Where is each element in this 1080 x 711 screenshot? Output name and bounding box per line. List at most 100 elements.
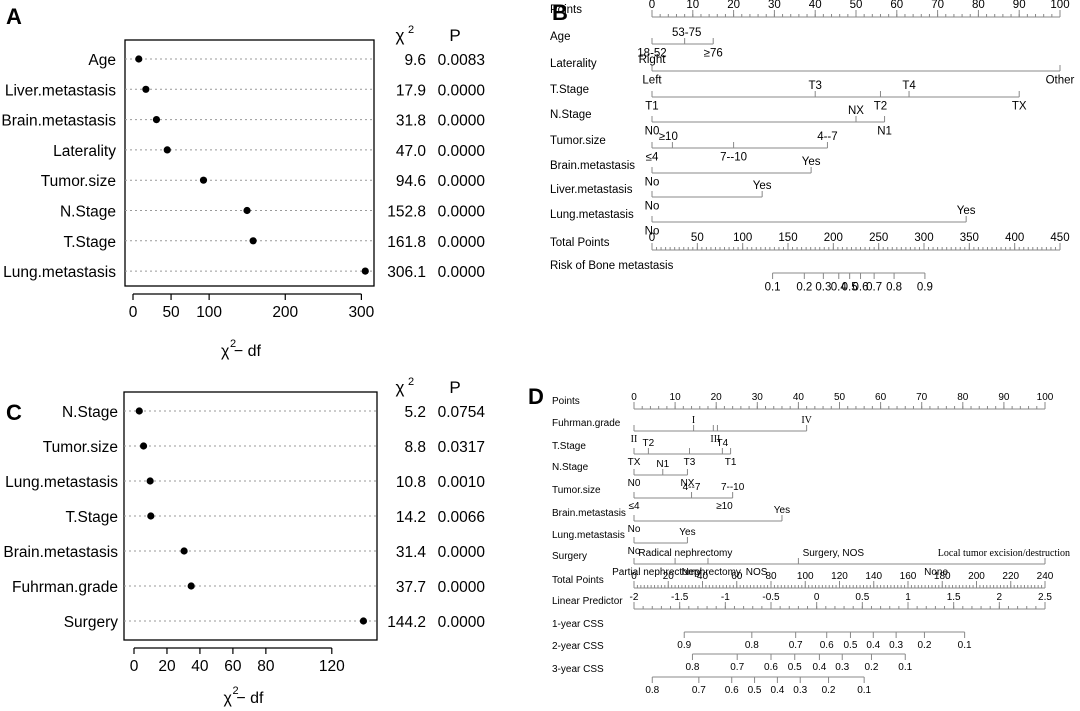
tick-label: 180 — [934, 571, 951, 582]
risk-tick-label: 0.5 — [844, 640, 858, 651]
chi-square-value: 17.9 — [396, 82, 426, 99]
tick-label: 400 — [1005, 232, 1024, 244]
data-point — [187, 582, 195, 590]
level-label: Partial nephrectomy — [612, 567, 701, 578]
data-point — [199, 176, 208, 184]
p-value: 0.0000 — [438, 173, 486, 190]
tick-label: 120 — [831, 571, 848, 582]
row-label: Laterality — [53, 143, 116, 160]
level-label: Nephrectomy, NOS — [681, 567, 767, 578]
chi-square-header-sup: 2 — [408, 376, 414, 388]
chi-square-value: 31.4 — [396, 544, 427, 561]
chi-square-value: 31.8 — [396, 113, 426, 130]
risk-tick-label: 0.3 — [815, 282, 831, 294]
level-label: None — [924, 567, 948, 578]
tick-label: 50 — [850, 0, 863, 11]
p-value: 0.0000 — [438, 614, 486, 631]
data-point — [142, 85, 150, 93]
row-label: N.Stage — [550, 109, 592, 121]
p-value: 0.0000 — [438, 234, 486, 251]
tick-label: 20 — [727, 0, 740, 11]
risk-tick-label: 0.6 — [853, 282, 869, 294]
tick-label: 80 — [972, 0, 985, 11]
x-tick-label: 0 — [129, 304, 138, 321]
p-value: 0.0000 — [438, 143, 486, 160]
chi-square-value: 152.8 — [387, 204, 426, 221]
risk-tick-label: 0.4 — [770, 685, 784, 696]
data-point — [163, 146, 171, 154]
tick-label: 80 — [765, 571, 777, 582]
chi-square-value: 306.1 — [387, 264, 426, 281]
risk-tick-label: 0.2 — [865, 662, 879, 673]
tick-label: 0 — [631, 392, 637, 403]
tick-label: 60 — [890, 0, 903, 11]
level-label: N1 — [656, 459, 669, 470]
x-axis-label-sup: 2 — [230, 338, 236, 350]
row-label: Liver.metastasis — [5, 82, 116, 99]
data-point — [146, 477, 154, 485]
level-label: Yes — [802, 156, 821, 168]
chi-square-header: χ — [396, 26, 405, 45]
level-label: ≤4 — [628, 501, 639, 512]
level-label: No — [628, 524, 641, 535]
row-label: N.Stage — [60, 204, 116, 221]
risk-tick-label: 0.1 — [958, 640, 972, 651]
tick-label: 0 — [649, 0, 655, 11]
risk-tick-label: 0.4 — [866, 640, 880, 651]
chi-square-value: 9.6 — [404, 52, 426, 69]
level-label: Yes — [753, 180, 772, 192]
chi-square-value: 47.0 — [396, 143, 427, 160]
tick-label: 200 — [968, 571, 985, 582]
level-label: T3 — [684, 457, 696, 468]
level-label: T1 — [645, 101, 658, 113]
tick-label: 0 — [814, 592, 820, 603]
tick-label: 70 — [931, 0, 944, 11]
level-label: No — [645, 226, 660, 238]
panel-letter-d: D — [528, 384, 544, 409]
plot-frame — [124, 39, 375, 287]
tick-label: 70 — [916, 392, 928, 403]
level-label: 4--7 — [683, 482, 701, 493]
risk-tick-label: 0.2 — [822, 685, 836, 696]
level-label: Right — [639, 54, 667, 66]
tick-label: 60 — [875, 392, 887, 403]
row-label: Total Points — [550, 237, 610, 249]
level-label: N0 — [628, 478, 641, 489]
row-label: 2-year CSS — [552, 641, 604, 652]
level-label: Yes — [679, 527, 695, 538]
tick-label: 100 — [1037, 392, 1054, 403]
row-label: Surgery — [552, 551, 587, 562]
tick-label: 350 — [960, 232, 979, 244]
row-label: Points — [552, 396, 580, 407]
row-label: Tumor.size — [550, 135, 606, 147]
risk-tick-label: 0.8 — [886, 282, 902, 294]
level-label: T1 — [725, 457, 737, 468]
tick-label: -1.5 — [671, 592, 689, 603]
level-label: Local tumor excision/destruction — [938, 548, 1070, 559]
x-tick-label: 100 — [196, 304, 222, 321]
tick-label: 30 — [768, 0, 781, 11]
level-label: NX — [848, 105, 864, 117]
x-axis-label-sup: 2 — [233, 685, 239, 697]
panel-b-nomogram: Points 0 10 20 30 40 50 60 70 80 90 100 Age 53-75 18-5… — [550, 0, 1075, 294]
row-label: T.Stage — [63, 234, 116, 251]
tick-label: 40 — [697, 571, 709, 582]
row-label: Surgery — [64, 614, 119, 631]
x-tick-label: 20 — [158, 658, 176, 675]
row-label: Risk of Bone metastasis — [550, 260, 674, 272]
tick-label: 1 — [905, 592, 911, 603]
tick-label: 0 — [631, 571, 637, 582]
chi-square-header: χ — [396, 378, 405, 397]
x-axis-label: χ − df — [221, 343, 262, 360]
x-tick-label: 0 — [130, 658, 139, 675]
tick-label: 100 — [797, 571, 814, 582]
level-label: ≥76 — [704, 48, 723, 60]
risk-tick-label: 0.8 — [686, 662, 700, 673]
tick-label: 30 — [752, 392, 764, 403]
panel-letter-c: C — [6, 400, 22, 425]
risk-tick-label: 0.4 — [812, 662, 826, 673]
risk-tick-label: 0.7 — [730, 662, 744, 673]
p-value: 0.0066 — [438, 509, 485, 526]
level-label: N0 — [645, 126, 660, 138]
